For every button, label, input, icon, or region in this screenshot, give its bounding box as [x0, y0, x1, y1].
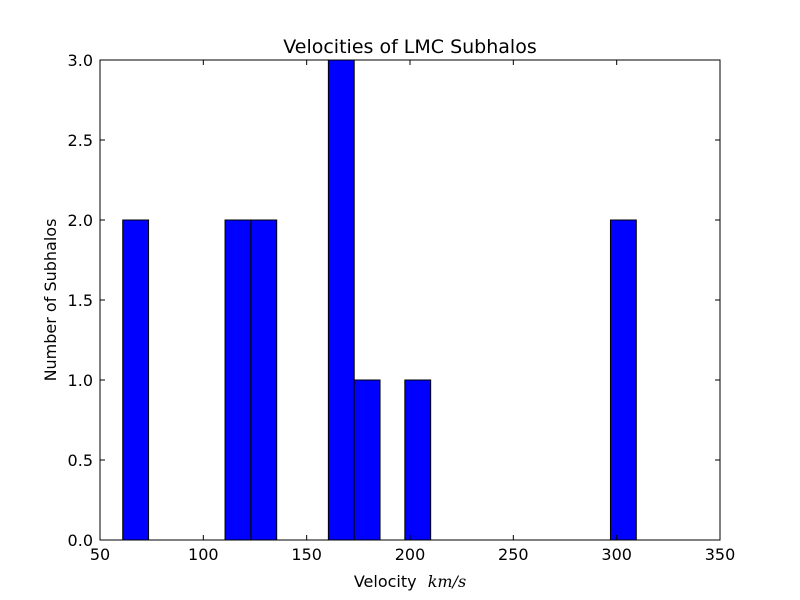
x-tick-label-0: 50: [90, 545, 110, 564]
x-tick-label-4: 250: [498, 545, 529, 564]
x-axis-label: Velocity km/s: [354, 572, 466, 591]
x-tick-label-6: 350: [705, 545, 736, 564]
y-tick-label-1: 0.5: [68, 451, 93, 470]
y-axis-ticks: 0.0 0.5 1.0 1.5 2.0 2.5 3.0: [68, 51, 720, 550]
y-tick-label-5: 2.5: [68, 131, 93, 150]
x-tick-label-5: 300: [601, 545, 632, 564]
y-tick-label-3: 1.5: [68, 291, 93, 310]
bar-1: [224, 219, 252, 541]
x-axis-ticks: 50 100 150 200 250 300 350: [90, 60, 735, 564]
x-tick-label-3: 200: [395, 545, 426, 564]
y-tick-label-2: 1.0: [68, 371, 93, 390]
y-tick-label-0: 0.0: [68, 531, 93, 550]
bar-0: [122, 219, 150, 541]
y-axis-label: Number of Subhalos: [41, 219, 60, 382]
y-tick-label-4: 2.0: [68, 211, 93, 230]
x-tick-label-1: 100: [188, 545, 219, 564]
bar-5: [404, 379, 432, 541]
bar-2: [250, 219, 278, 541]
x-tick-label-2: 150: [291, 545, 322, 564]
bars-group: [122, 59, 637, 541]
chart-title: Velocities of LMC Subhalos: [283, 36, 537, 58]
bar-3: [327, 59, 355, 541]
bar-6: [609, 219, 637, 541]
x-axis-label-unit: km/s: [428, 572, 466, 591]
x-axis-label-text: Velocity: [354, 572, 417, 591]
bar-4: [353, 379, 381, 541]
y-tick-label-6: 3.0: [68, 51, 93, 70]
